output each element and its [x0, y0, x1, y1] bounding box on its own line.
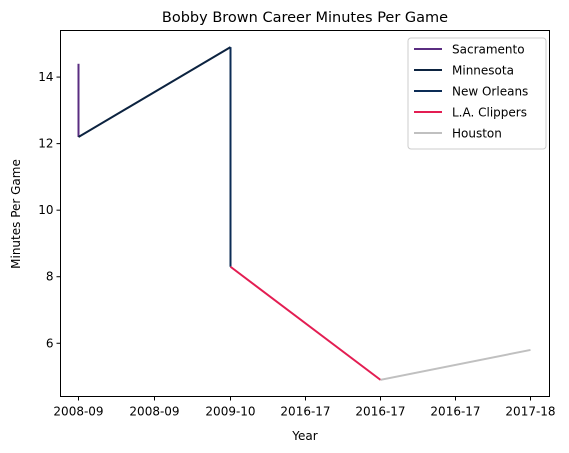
legend-label: Houston: [452, 127, 502, 141]
legend-label: Minnesota: [452, 64, 514, 78]
series-line-minnesota: [77, 46, 232, 138]
y-tick-label: 12: [38, 137, 53, 151]
x-axis-label: Year: [291, 429, 317, 443]
x-tick-label: 2008-09: [129, 405, 179, 419]
plot-lines: [77, 46, 531, 381]
y-tick-label: 14: [38, 70, 53, 84]
legend: Sacramento Minnesota New Orleans L.A. Clipp…: [407, 37, 547, 150]
legend-box: [407, 37, 547, 150]
legend-label: L.A. Clippers: [452, 106, 527, 120]
y-axis: 6 8 10 12 14: [38, 70, 61, 350]
x-tick-label: 2016-17: [280, 405, 330, 419]
x-tick-label: 2008-09: [53, 405, 103, 419]
x-tick-label: 2016-17: [430, 405, 480, 419]
series-line-l-a-clippers: [229, 265, 382, 381]
legend-label: New Orleans: [452, 85, 528, 99]
y-axis-label: Minutes Per Game: [9, 159, 23, 269]
y-tick-label: 6: [46, 336, 54, 350]
x-axis: 2008-09 2008-09 2009-10 2016-17 2016-17 2016-…: [53, 396, 556, 419]
series-line-houston: [380, 348, 531, 381]
x-tick-label: 2009-10: [205, 405, 255, 419]
x-tick-label: 2016-17: [355, 405, 405, 419]
legend-label: Sacramento: [452, 43, 525, 57]
y-tick-label: 8: [46, 270, 54, 284]
chart-title: Bobby Brown Career Minutes Per Game: [162, 10, 448, 26]
y-tick-label: 10: [38, 203, 53, 217]
x-tick-label: 2017-18: [505, 405, 555, 419]
